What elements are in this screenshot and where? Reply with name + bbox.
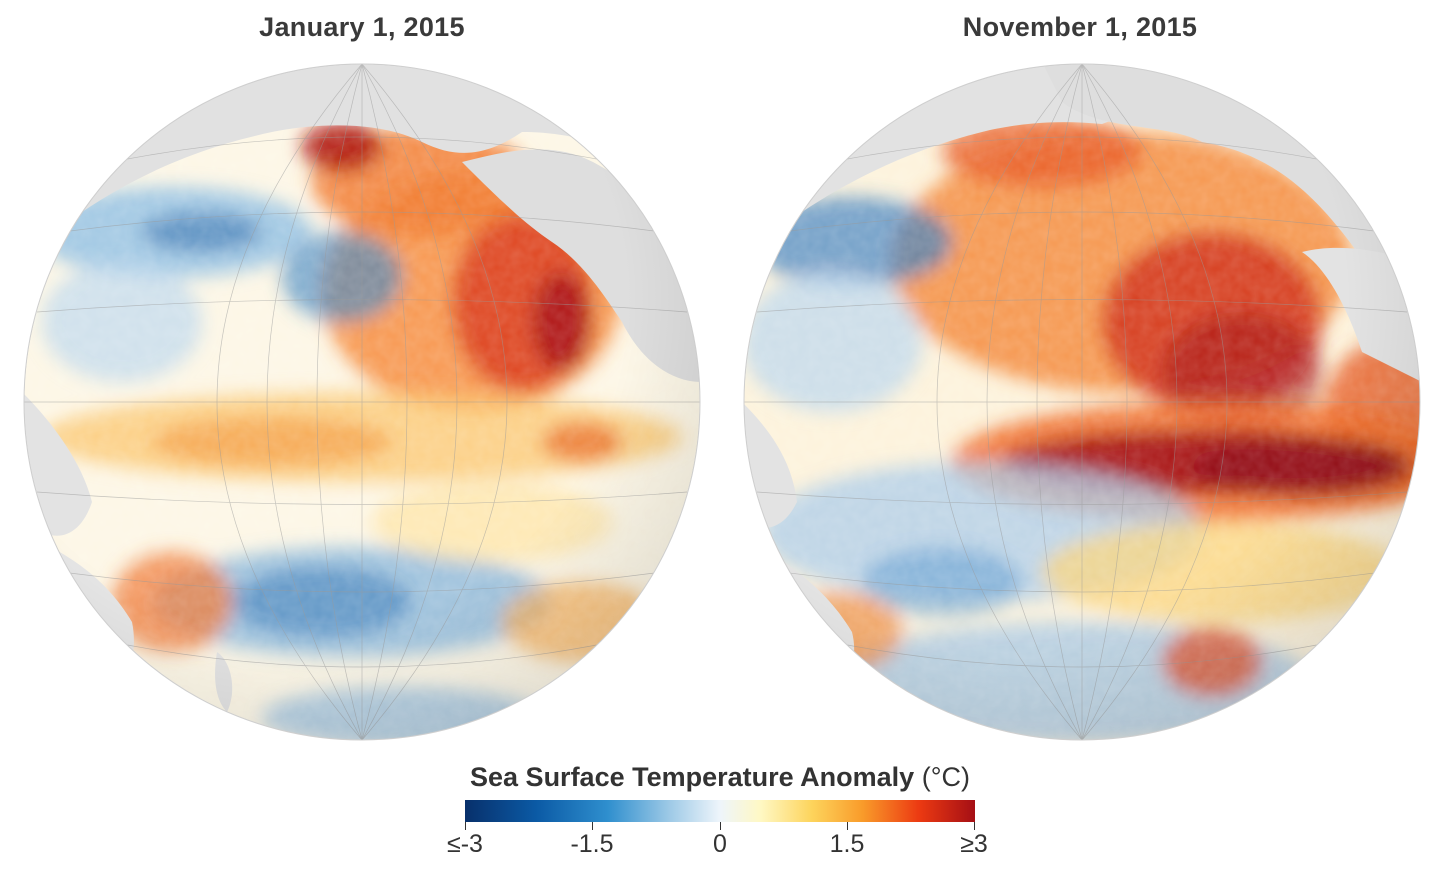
legend-title-text: Sea Surface Temperature Anomaly [470, 762, 915, 792]
globe-november-2015 [743, 63, 1421, 741]
globe-january-2015 [23, 63, 701, 741]
legend-tick-label-max: ≥3 [960, 830, 988, 858]
legend-color-bar [465, 800, 975, 822]
legend-tick [847, 822, 848, 830]
legend-tick-label-zero: 0 [713, 830, 727, 858]
legend-tick-label-neg: -1.5 [570, 830, 614, 858]
map-title-left: January 1, 2015 [259, 12, 465, 42]
legend-tick-label-min: ≤-3 [447, 830, 483, 858]
legend-tick-label-pos: 1.5 [829, 830, 865, 858]
legend-tick [720, 822, 721, 830]
map-title-right: November 1, 2015 [962, 12, 1198, 42]
legend-unit: (°C) [921, 762, 970, 792]
color-legend: Sea Surface Temperature Anomaly (°C) ≤-3… [420, 762, 1020, 872]
legend-tick [465, 822, 466, 830]
legend-tick [974, 822, 975, 830]
legend-tick [592, 822, 593, 830]
legend-title: Sea Surface Temperature Anomaly (°C) [420, 762, 1020, 793]
